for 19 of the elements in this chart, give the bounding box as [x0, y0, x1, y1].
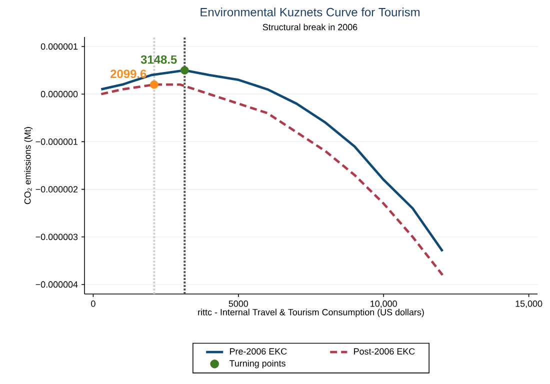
x-tick-label: 10,000 [370, 300, 397, 308]
chart-title: Environmental Kuznets Curve for Tourism [200, 8, 420, 16]
y-tick-label: −0.000004 [36, 281, 78, 288]
x-tick-label: 0 [91, 300, 96, 307]
y-tick-label: −0.000003 [36, 234, 78, 240]
x-tick-label: 5000 [228, 300, 248, 307]
y-tick-label: 0.000001 [40, 43, 78, 50]
annotation: 2099.6 [110, 70, 146, 78]
y-tick-label: 0.000000 [40, 90, 78, 98]
legend-label: Turning points [229, 360, 286, 368]
chart-subtitle: Structural break in 2006 [262, 24, 358, 30]
legend-label: Pre-2006 EKC [230, 348, 287, 355]
annotation: 3148.5 [140, 55, 177, 64]
x-axis-title: rittc - Internal Travel & Tourism Consumption (US dollars) [198, 308, 424, 318]
y-tick-label: −0.000002 [36, 186, 78, 192]
x-tick-label: 15,000 [516, 300, 542, 308]
legend-label: Post-2006 EKC [354, 348, 415, 355]
y-tick-label: −0.000001 [36, 138, 78, 145]
y-axis-title: CO$_{2}$ emissions (Mt) [24, 127, 33, 204]
